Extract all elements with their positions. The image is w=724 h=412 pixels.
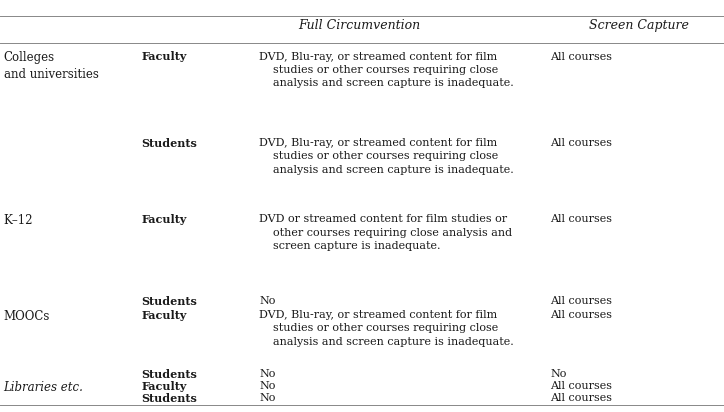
- Text: Faculty: Faculty: [141, 52, 187, 63]
- Text: DVD or streamed content for film studies or
    other courses requiring close an: DVD or streamed content for film studies…: [259, 214, 513, 251]
- Text: No: No: [259, 381, 276, 391]
- Text: Faculty: Faculty: [141, 310, 187, 321]
- Text: All courses: All courses: [550, 138, 613, 148]
- Text: Students: Students: [141, 369, 197, 380]
- Text: Screen Capture: Screen Capture: [589, 19, 689, 32]
- Text: All courses: All courses: [550, 393, 613, 403]
- Text: DVD, Blu-ray, or streamed content for film
    studies or other courses requirin: DVD, Blu-ray, or streamed content for fi…: [259, 310, 514, 346]
- Text: Faculty: Faculty: [141, 214, 187, 225]
- Text: All courses: All courses: [550, 214, 613, 224]
- Text: All courses: All courses: [550, 310, 613, 320]
- Text: DVD, Blu-ray, or streamed content for film
    studies or other courses requirin: DVD, Blu-ray, or streamed content for fi…: [259, 52, 514, 88]
- Text: No: No: [550, 369, 567, 379]
- Text: No: No: [259, 296, 276, 306]
- Text: Students: Students: [141, 138, 197, 149]
- Text: Faculty: Faculty: [141, 381, 187, 392]
- Text: Students: Students: [141, 296, 197, 307]
- Text: MOOCs: MOOCs: [4, 310, 50, 323]
- Text: Full Circumvention: Full Circumvention: [298, 19, 420, 32]
- Text: Libraries etc.: Libraries etc.: [4, 381, 83, 394]
- Text: No: No: [259, 393, 276, 403]
- Text: All courses: All courses: [550, 381, 613, 391]
- Text: DVD, Blu-ray, or streamed content for film
    studies or other courses requirin: DVD, Blu-ray, or streamed content for fi…: [259, 138, 514, 175]
- Text: K–12: K–12: [4, 214, 33, 227]
- Text: No: No: [259, 369, 276, 379]
- Text: Colleges
and universities: Colleges and universities: [4, 52, 98, 80]
- Text: All courses: All courses: [550, 296, 613, 306]
- Text: Students: Students: [141, 393, 197, 404]
- Text: All courses: All courses: [550, 52, 613, 61]
